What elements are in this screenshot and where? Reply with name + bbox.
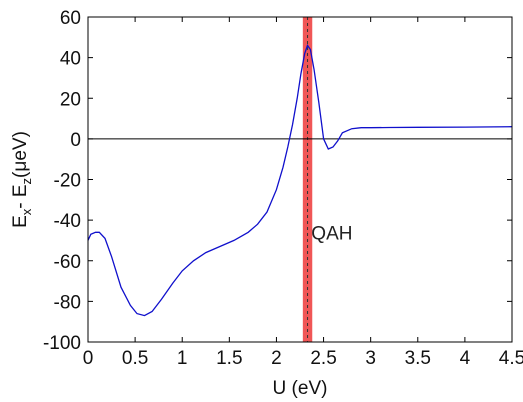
y-tick-label: -40 [54,211,81,232]
x-tick-label: 1.5 [216,348,242,369]
y-axis-ticks: -100 -80 -60 -40 -20 0 20 40 60 [43,8,512,354]
y-label-sub1: x [19,208,34,215]
x-tick-label: 4 [460,348,471,369]
y-tick-label: -60 [54,252,81,273]
y-axis-label: Ex- Ez(μeV) [10,131,34,228]
y-tick-label: 20 [60,89,81,110]
x-tick-label: 3.5 [405,348,431,369]
x-axis-label: U (eV) [273,378,328,399]
y-tick-label: 40 [60,49,81,70]
y-tick-label: -80 [54,292,81,313]
y-tick-label: -100 [43,333,81,354]
x-tick-label: 2.5 [310,348,336,369]
x-axis-ticks: 0 0.5 1 1.5 2 2.5 3 3.5 4 4.5 [83,17,523,369]
x-tick-label: 2 [271,348,282,369]
y-tick-label: 60 [60,8,81,29]
y-label-main: E [10,215,31,228]
plot-frame [87,16,513,343]
x-tick-label: 0.5 [122,348,148,369]
x-tick-label: 1 [177,348,188,369]
qah-annotation: QAH [311,223,352,244]
x-tick-label: 0 [83,348,94,369]
x-tick-label: 4.5 [499,348,523,369]
series-line [87,43,513,317]
y-label-dash: - E [10,184,31,208]
y-tick-label: -20 [54,171,81,192]
x-tick-label: 3 [365,348,376,369]
y-tick-label: 0 [70,130,81,151]
y-label-sub2: z [19,178,34,185]
y-label-unit: (μeV) [10,131,31,178]
